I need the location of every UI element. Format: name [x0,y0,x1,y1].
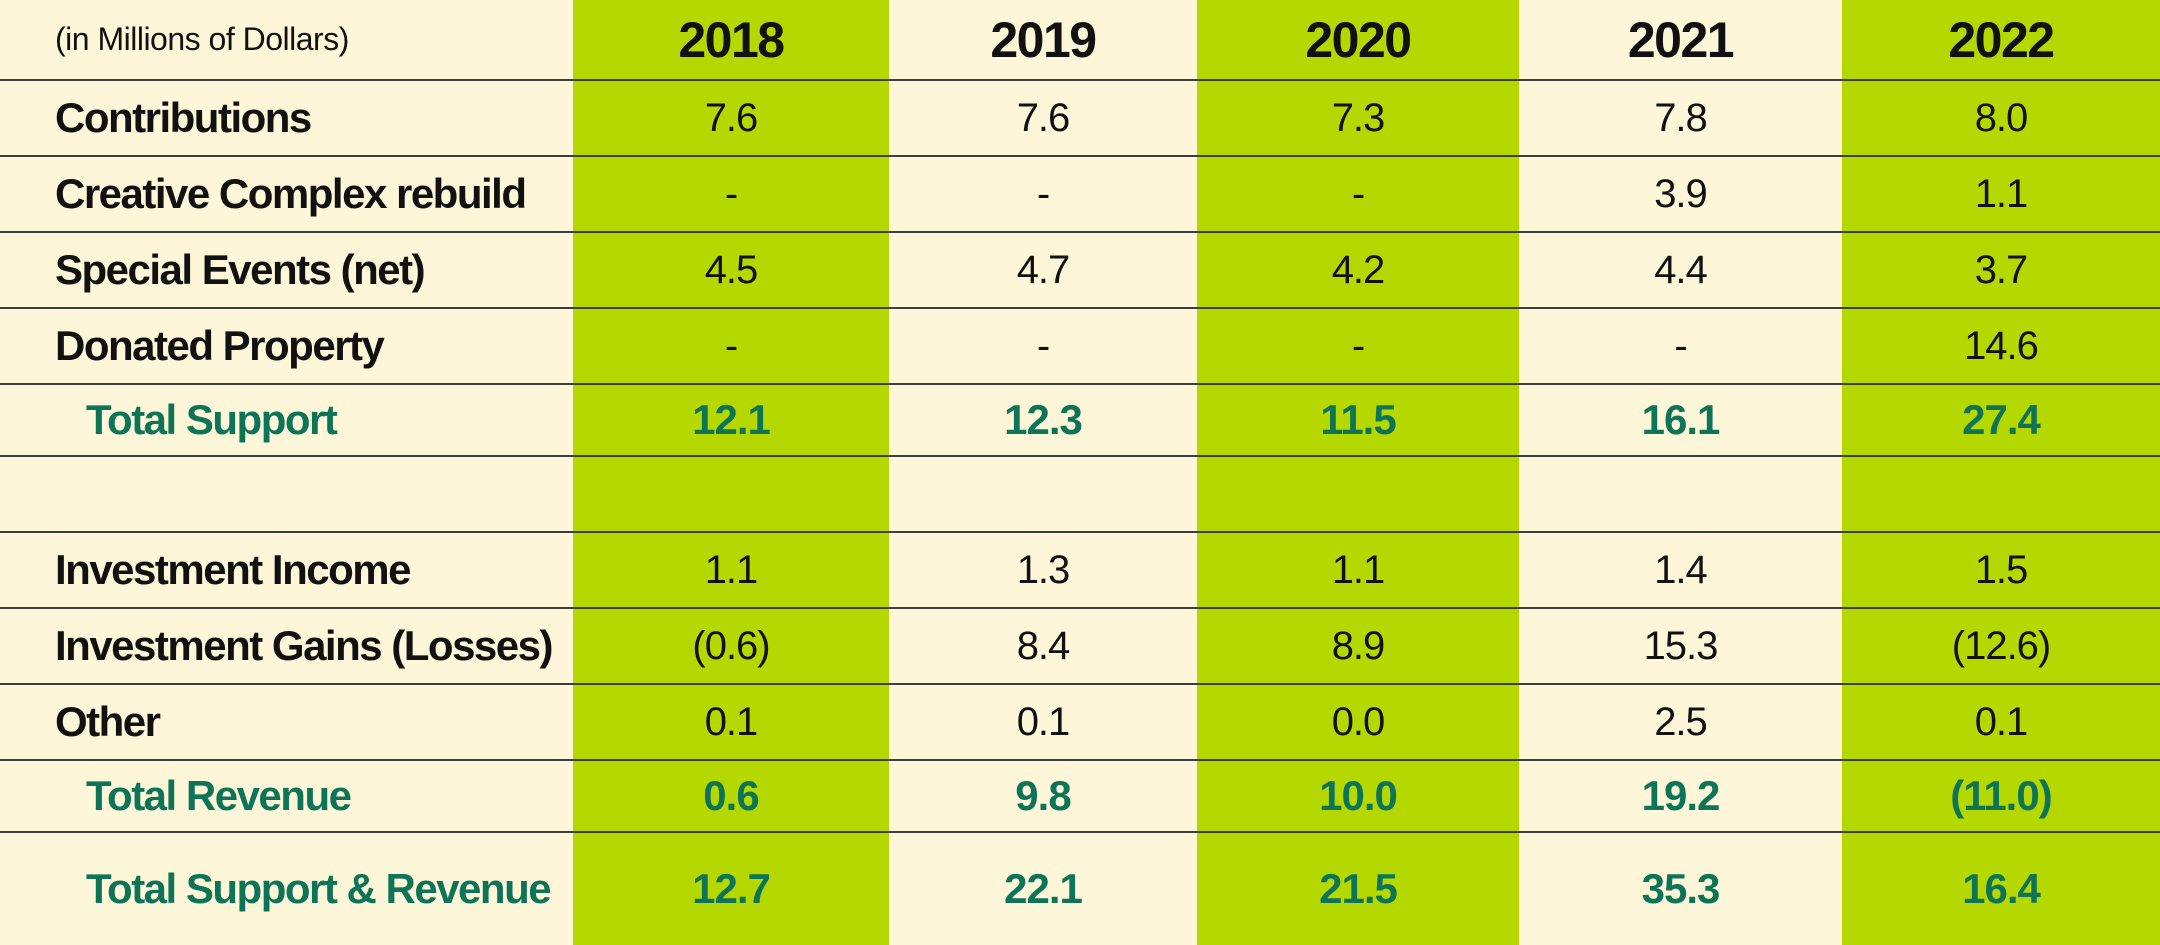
table-cell: 8.4 [1016,623,1071,668]
table-row: Creative Complex rebuild - - - 3.9 1.1 [0,157,2160,233]
table-cell: - [724,171,738,216]
table-cell: 35.3 [1641,865,1721,912]
year-header-2020: 2020 [1305,11,1412,68]
table-cell: 8.0 [1974,95,2029,140]
column-band-2022 [1842,0,2160,945]
year-header-2022: 2022 [1948,11,2055,68]
total-row: Total Revenue 0.6 9.8 10.0 19.2 (11.0) [0,761,2160,833]
table-cell: - [1351,323,1365,368]
table-cell: 0.1 [1974,699,2029,744]
table-cell: 7.3 [1331,95,1386,140]
table-cell: (11.0) [1950,772,2052,819]
year-header-2019: 2019 [990,11,1097,68]
table-cell: - [1674,323,1687,368]
table-cell: 10.0 [1319,772,1398,819]
table-row: Donated Property - - - - 14.6 [0,309,2160,385]
row-label: Other [55,698,161,745]
table-cell: 9.8 [1015,772,1071,819]
table-cell: 4.5 [704,247,759,292]
grand-total-row: Total Support & Revenue 12.7 22.1 21.5 3… [0,833,2160,945]
table-cell: 11.5 [1320,396,1396,443]
table-cell: 21.5 [1319,865,1398,912]
table-cell: 1.4 [1654,547,1708,592]
table-cell: - [1351,171,1365,216]
table-row: Investment Income 1.1 1.3 1.1 1.4 1.5 [0,533,2160,609]
row-label: Donated Property [55,322,385,369]
spacer-row [0,457,2160,533]
column-band-2018 [573,0,889,945]
units-label: (in Millions of Dollars) [55,21,349,57]
table-cell: - [1036,171,1050,216]
table-cell: 1.5 [1974,547,2029,592]
table-cell: 3.7 [1974,247,2029,292]
table-cell: 8.9 [1331,623,1386,668]
table-cell: 7.6 [1016,95,1071,140]
table-cell: 7.6 [704,95,759,140]
year-header-2021: 2021 [1627,11,1735,68]
table-cell: 7.8 [1654,95,1708,140]
table-row: Other 0.1 0.1 0.0 2.5 0.1 [0,685,2160,761]
total-row: Total Support 12.1 12.3 11.5 16.1 27.4 [0,385,2160,457]
row-label: Total Revenue [86,772,352,819]
table-cell: 12.1 [692,396,771,443]
table-cell: 12.7 [692,865,771,912]
table-cell: 1.1 [1331,547,1386,592]
table-cell: 1.3 [1016,547,1071,592]
row-label: Creative Complex rebuild [55,170,527,217]
table-cell: - [1036,323,1050,368]
table-cell: 0.0 [1331,699,1386,744]
year-header-2018: 2018 [678,11,785,68]
table-cell: 1.1 [1974,171,2029,216]
table-cell: (12.6) [1951,623,2052,668]
table-cell: 0.1 [704,699,759,744]
table-cell: 19.2 [1641,772,1721,819]
table-cell: 2.5 [1654,699,1708,744]
table-cell: 4.2 [1331,247,1386,292]
table-row: Investment Gains (Losses) (0.6) 8.4 8.9 … [0,609,2160,685]
table-cell: 0.6 [703,772,759,819]
table-cell: 15.3 [1643,623,1719,668]
table-cell: (0.6) [692,623,770,668]
table-cell: 14.6 [1964,323,2039,368]
table-row: Contributions 7.6 7.6 7.3 7.8 8.0 [0,81,2160,157]
table-cell: 4.4 [1654,247,1708,292]
table-cell: 0.1 [1016,699,1071,744]
row-label: Total Support [86,396,338,443]
table-cell: 4.7 [1016,247,1071,292]
row-label: Total Support & Revenue [86,865,552,912]
row-label: Contributions [55,94,312,141]
row-label: Special Events (net) [55,246,426,293]
row-label: Investment Gains (Losses) [55,622,554,669]
header-row: (in Millions of Dollars) 2018 2019 2020 … [0,0,2160,81]
table-cell: - [724,323,738,368]
table-row: Special Events (net) 4.5 4.7 4.2 4.4 3.7 [0,233,2160,309]
table-cell: 22.1 [1004,865,1083,912]
table-cell: 1.1 [704,547,759,592]
table-cell: 16.1 [1641,396,1721,443]
table-cell: 12.3 [1004,396,1083,443]
row-label: Investment Income [55,546,411,593]
table-cell: 16.4 [1962,865,2041,912]
table-cell: 27.4 [1962,396,2041,443]
table-cell: 3.9 [1654,171,1708,216]
column-band-2020 [1197,0,1519,945]
